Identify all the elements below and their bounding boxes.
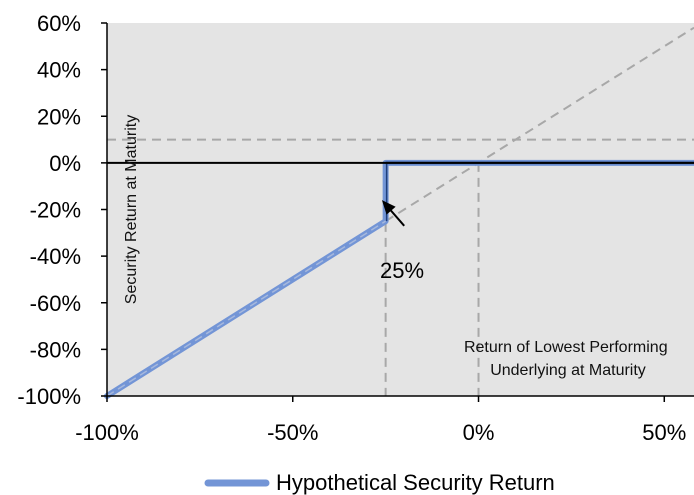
y-tick-label: -20% — [30, 198, 81, 223]
y-axis-label: Security Return at Maturity — [123, 115, 140, 304]
x-tick-labels: -100% -50% 0% 50% — [75, 420, 686, 445]
series-line-highlight-0 — [106, 220, 387, 397]
callout-label: 25% — [380, 258, 424, 283]
y-tick-label: -60% — [30, 291, 81, 316]
x-axis-label-line-2: Underlying at Maturity — [490, 362, 646, 379]
y-tick-label: 0% — [49, 151, 81, 176]
axes-layer — [101, 22, 694, 402]
y-tick-label: 60% — [37, 11, 81, 36]
diagonal-reference-line — [385, 26, 694, 223]
x-tick-label: 0% — [463, 420, 495, 445]
x-tick-label: -50% — [267, 420, 318, 445]
x-tick-label: -100% — [75, 420, 139, 445]
x-axis-label-line-1: Return of Lowest Performing — [464, 339, 668, 356]
callout-arrowhead — [381, 200, 396, 215]
x-axis-label: Return of Lowest Performing Underlying a… — [464, 339, 672, 379]
y-tick-label: 40% — [37, 58, 81, 83]
y-tick-label: -100% — [17, 384, 81, 409]
y-tick-label: -80% — [30, 337, 81, 362]
y-tick-label: -40% — [30, 244, 81, 269]
x-tick-label: 50% — [642, 420, 686, 445]
y-tick-label: 20% — [37, 104, 81, 129]
y-tick-labels: -100% -80% -60% -40% -20% 0% 20% 40% 60% — [17, 11, 81, 409]
legend-label: Hypothetical Security Return — [276, 470, 555, 495]
callout: 25% — [380, 200, 424, 283]
legend: Hypothetical Security Return — [204, 470, 555, 495]
